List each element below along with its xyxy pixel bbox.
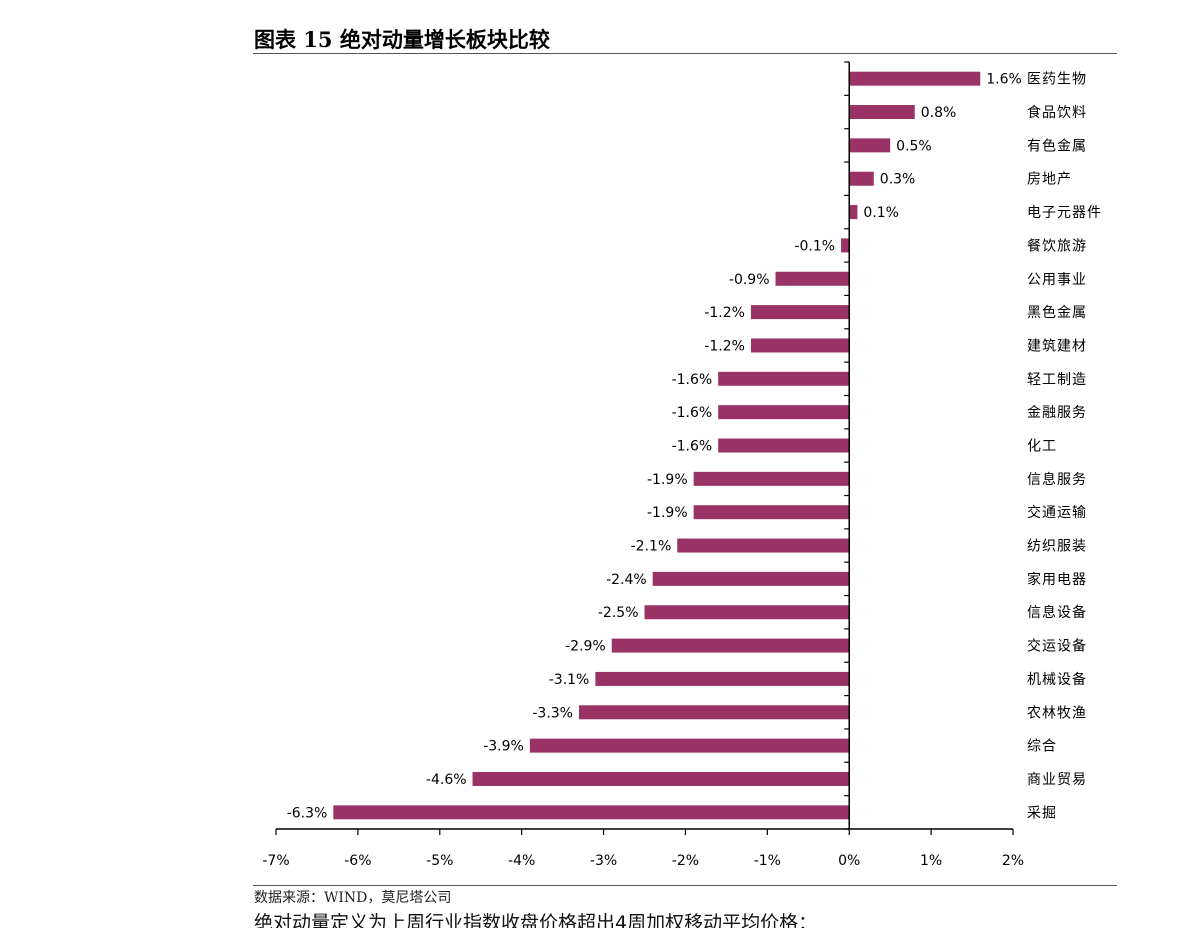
category-label: 交通运输 bbox=[1027, 504, 1087, 521]
category-label: 信息设备 bbox=[1027, 604, 1087, 621]
category-label: 有色金属 bbox=[1027, 137, 1087, 154]
category-label: 纺织服装 bbox=[1027, 539, 1087, 555]
category-label: 公用事业 bbox=[1027, 272, 1087, 288]
data-label: -1.6% bbox=[672, 439, 713, 455]
data-label: -1.2% bbox=[704, 338, 745, 354]
bar bbox=[750, 305, 850, 320]
data-label: -0.9% bbox=[729, 272, 770, 288]
category-label: 轻工制造 bbox=[1027, 372, 1087, 388]
category-label: 商业贸易 bbox=[1027, 772, 1087, 788]
bar bbox=[693, 505, 850, 520]
data-label: 0.5% bbox=[896, 138, 932, 154]
category-label: 食品饮料 bbox=[1027, 104, 1087, 121]
category-label: 交运设备 bbox=[1027, 638, 1087, 655]
data-label: -3.9% bbox=[483, 739, 524, 755]
bar bbox=[652, 571, 850, 586]
category-label: 家用电器 bbox=[1027, 571, 1087, 588]
category-label: 餐饮旅游 bbox=[1027, 238, 1087, 254]
bar bbox=[775, 271, 850, 286]
bar bbox=[849, 71, 981, 86]
category-label: 黑色金属 bbox=[1027, 304, 1087, 321]
bar bbox=[849, 205, 858, 220]
bar bbox=[718, 405, 850, 420]
category-label: 建筑建材 bbox=[1027, 338, 1087, 354]
x-tick-label: -6% bbox=[344, 853, 371, 869]
data-label: -4.6% bbox=[426, 772, 467, 788]
bar bbox=[849, 138, 891, 153]
source-text: 数据来源：WIND，莫尼塔公司 bbox=[254, 890, 452, 906]
bar bbox=[718, 438, 850, 453]
data-label: -2.1% bbox=[631, 539, 672, 555]
bar bbox=[849, 105, 915, 120]
bar bbox=[841, 238, 850, 253]
data-label: -1.2% bbox=[704, 305, 745, 321]
data-label: -1.9% bbox=[647, 505, 688, 521]
category-label: 房地产 bbox=[1027, 172, 1072, 188]
note-text: 绝对动量定义为上周行业指数收盘价格超出4周加权移动平均价格： bbox=[254, 912, 818, 928]
category-label: 电子元器件 bbox=[1027, 205, 1102, 221]
bar bbox=[578, 705, 850, 720]
data-label: -3.3% bbox=[532, 705, 573, 721]
category-label: 农林牧渔 bbox=[1027, 705, 1087, 721]
bar bbox=[472, 771, 850, 786]
data-label: -3.1% bbox=[549, 672, 590, 688]
bar bbox=[718, 371, 850, 386]
category-label: 医药生物 bbox=[1027, 72, 1087, 88]
bar bbox=[750, 338, 850, 353]
bar bbox=[677, 538, 850, 553]
bar bbox=[693, 471, 850, 486]
x-tick-label: 0% bbox=[838, 853, 860, 869]
bar bbox=[644, 605, 850, 620]
data-label: 0.8% bbox=[921, 105, 957, 121]
bar bbox=[611, 638, 850, 653]
data-label: 1.6% bbox=[986, 72, 1022, 88]
data-label: 0.3% bbox=[880, 172, 916, 188]
title-divider bbox=[253, 53, 1117, 54]
source-divider bbox=[253, 885, 1117, 886]
data-label: -2.5% bbox=[598, 605, 639, 621]
data-label: -1.6% bbox=[672, 372, 713, 388]
category-label: 机械设备 bbox=[1027, 671, 1087, 688]
chart-title: 图表 15 绝对动量增长板块比较 bbox=[254, 27, 550, 52]
x-tick-label: -4% bbox=[508, 853, 535, 869]
data-label: -1.6% bbox=[672, 405, 713, 421]
x-tick-label: 2% bbox=[1002, 853, 1024, 869]
category-label: 信息服务 bbox=[1027, 471, 1087, 488]
data-label: -6.3% bbox=[287, 805, 328, 821]
data-label: -1.9% bbox=[647, 472, 688, 488]
bar bbox=[333, 805, 850, 820]
x-tick-label: 1% bbox=[920, 853, 942, 869]
x-tick-label: -2% bbox=[672, 853, 699, 869]
category-label: 采掘 bbox=[1027, 805, 1057, 821]
bar bbox=[595, 671, 850, 686]
category-label: 金融服务 bbox=[1027, 405, 1087, 421]
x-tick-label: -7% bbox=[262, 853, 289, 869]
x-tick-label: -1% bbox=[754, 853, 781, 869]
x-tick-label: -3% bbox=[590, 853, 617, 869]
data-label: -2.9% bbox=[565, 639, 606, 655]
category-label: 综合 bbox=[1027, 739, 1057, 755]
data-label: -0.1% bbox=[794, 238, 835, 254]
data-label: 0.1% bbox=[863, 205, 899, 221]
category-label: 化工 bbox=[1027, 439, 1057, 455]
bar bbox=[529, 738, 850, 753]
bar bbox=[849, 171, 874, 186]
data-label: -2.4% bbox=[606, 572, 647, 588]
x-tick-label: -5% bbox=[426, 853, 453, 869]
